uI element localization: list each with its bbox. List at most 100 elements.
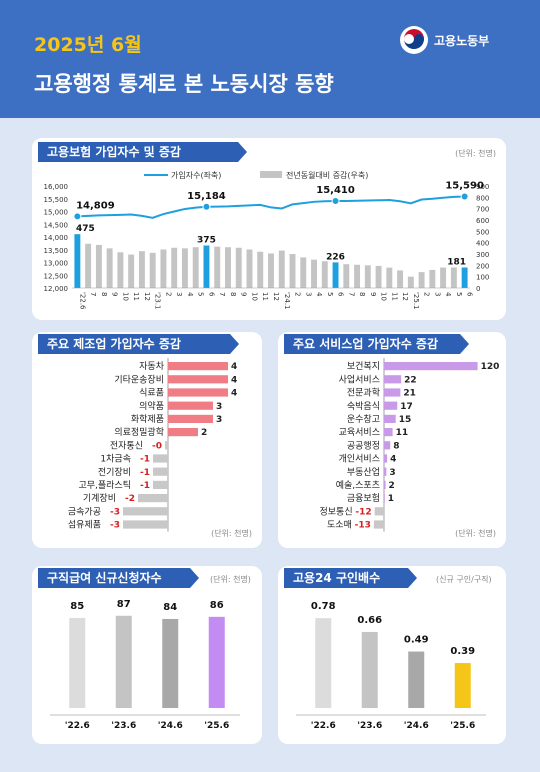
bar: [117, 252, 124, 288]
bar: [384, 454, 388, 463]
bar: [343, 264, 350, 288]
claims-title: 구직급여 신규신청자수: [38, 568, 199, 588]
x-tick-label: 9: [240, 292, 248, 296]
bar: [384, 401, 398, 410]
insurance-chart: 가입자수(좌축) 전년동월대비 증감(우축) 16,000 15,500 15,000 1…: [44, 170, 490, 310]
x-tick-label: 12: [401, 292, 409, 301]
bar: [168, 414, 213, 423]
bar-value-label: 87: [117, 599, 131, 610]
x-tick-label: 5: [197, 292, 205, 296]
x-tick-label: 8: [229, 292, 237, 296]
category-label: 개인서비스: [339, 454, 380, 465]
openings-chart: 0.78 '22.6 0.66 '23.6 0.49 '24.6 0.39 '25.6: [296, 601, 486, 731]
bar: [450, 267, 457, 288]
bar-value-label: -0: [152, 441, 162, 451]
line-point: [202, 202, 211, 211]
bar-value-label: 0.49: [404, 635, 429, 646]
x-tick-label: 11: [390, 292, 398, 301]
bar: [138, 494, 168, 503]
bar: [162, 618, 179, 708]
line-data-label: 15,590: [445, 180, 484, 191]
x-tick-label: 6: [466, 292, 474, 297]
claims-chart: 85 '22.6 87 '23.6 84 '24.6 86 '25.6: [50, 599, 240, 731]
x-tick-label: 10: [121, 292, 129, 301]
y-left-tick-label: 14,000: [44, 234, 69, 242]
bar-value-label: 0.66: [357, 615, 382, 626]
y-left-tick-label: 15,000: [44, 209, 69, 217]
y-right-tick-label: 900: [476, 183, 489, 191]
report-date: 2025년 6월: [34, 34, 142, 56]
bar-value-label: 4: [231, 375, 237, 385]
y-right-tick-label: 700: [476, 206, 489, 214]
category-label: 도소매: [327, 520, 352, 531]
bar-value-label: 1: [388, 494, 394, 504]
x-tick-label: '22.6: [65, 721, 90, 731]
line-data-label: 15,184: [187, 191, 226, 202]
x-tick-label: 7: [89, 292, 97, 296]
bar: [384, 388, 401, 397]
ministry-name: 고용노동부: [434, 33, 490, 48]
bar: [106, 248, 113, 288]
header: 2025년 6월 고용행정 통계로 본 노동시장 동향 고용노동부: [0, 0, 540, 118]
services-card: 주요 서비스업 가입자수 증감 (단위: 천명) 120 보건복지 22 사업서비스 2…: [278, 332, 506, 548]
category-label: 전자통신: [110, 440, 143, 451]
bar: [418, 272, 425, 288]
bar-data-label: 226: [326, 252, 345, 262]
bar: [153, 467, 168, 476]
y-right-tick-label: 600: [476, 217, 489, 225]
bar: [160, 249, 167, 288]
bar: [454, 663, 471, 708]
category-label: 숙박음식: [347, 401, 380, 412]
bar-value-label: 84: [163, 602, 177, 613]
category-label: 1차금속: [100, 453, 131, 465]
bar-value-label: -2: [125, 494, 135, 504]
x-tick-label: 8: [358, 292, 366, 296]
bar: [149, 252, 156, 288]
x-tick-label: '25.6: [450, 721, 475, 731]
bar: [373, 520, 384, 529]
bar: [384, 480, 386, 489]
bar: [69, 617, 86, 708]
x-tick-label: '23.6: [111, 721, 136, 731]
services-chart: 120보건복지22사업서비스21전문과학17숙박음식15운수창고11교육서비스8…: [320, 358, 499, 532]
line-point: [73, 212, 82, 221]
bar: [192, 247, 199, 288]
insurance-unit: (단위: 천명): [455, 149, 496, 158]
y-right-tick-label: 500: [476, 228, 489, 236]
y-right-tick-label: 100: [476, 274, 489, 282]
subscribers-line: [77, 195, 465, 219]
bar: [361, 631, 378, 708]
bar-value-label: 85: [70, 601, 84, 612]
x-tick-label: 9: [111, 292, 119, 296]
bar: [407, 276, 414, 288]
ministry-logo: 고용노동부: [400, 26, 514, 54]
bar: [315, 618, 332, 708]
bar: [123, 520, 168, 529]
taegeuk-icon: [400, 26, 428, 54]
y-left-tick-label: 12,500: [44, 272, 69, 280]
services-unit: (단위: 천명): [455, 529, 496, 538]
bar-value-label: -3: [110, 507, 120, 517]
category-label: 기타운송장비: [114, 374, 164, 385]
bar-value-label: 0.78: [311, 601, 336, 612]
bar: [364, 265, 371, 288]
y-right-tick-label: 0: [476, 285, 480, 293]
bar: [374, 507, 384, 516]
category-label: 교육서비스: [339, 427, 380, 438]
y-left-tick-label: 12,000: [44, 285, 69, 293]
bar: [128, 254, 135, 288]
bar-value-label: -12: [355, 507, 371, 517]
services-title: 주요 서비스업 가입자수 증감: [284, 334, 469, 354]
bar-value-label: 2: [201, 428, 207, 438]
bar-value-label: 3: [216, 415, 222, 425]
line-data-label: 14,809: [76, 200, 115, 211]
line-point: [460, 192, 469, 201]
claims-unit: (단위: 천명): [210, 575, 251, 584]
manufacturing-unit: (단위: 천명): [211, 529, 252, 538]
bar: [384, 441, 391, 450]
bar: [375, 265, 382, 288]
y-right-tick-label: 400: [476, 240, 489, 248]
bar: [386, 267, 393, 288]
insurance-title: 고용보험 가입자수 및 증감: [38, 142, 247, 162]
bar-value-label: 22: [404, 375, 417, 385]
